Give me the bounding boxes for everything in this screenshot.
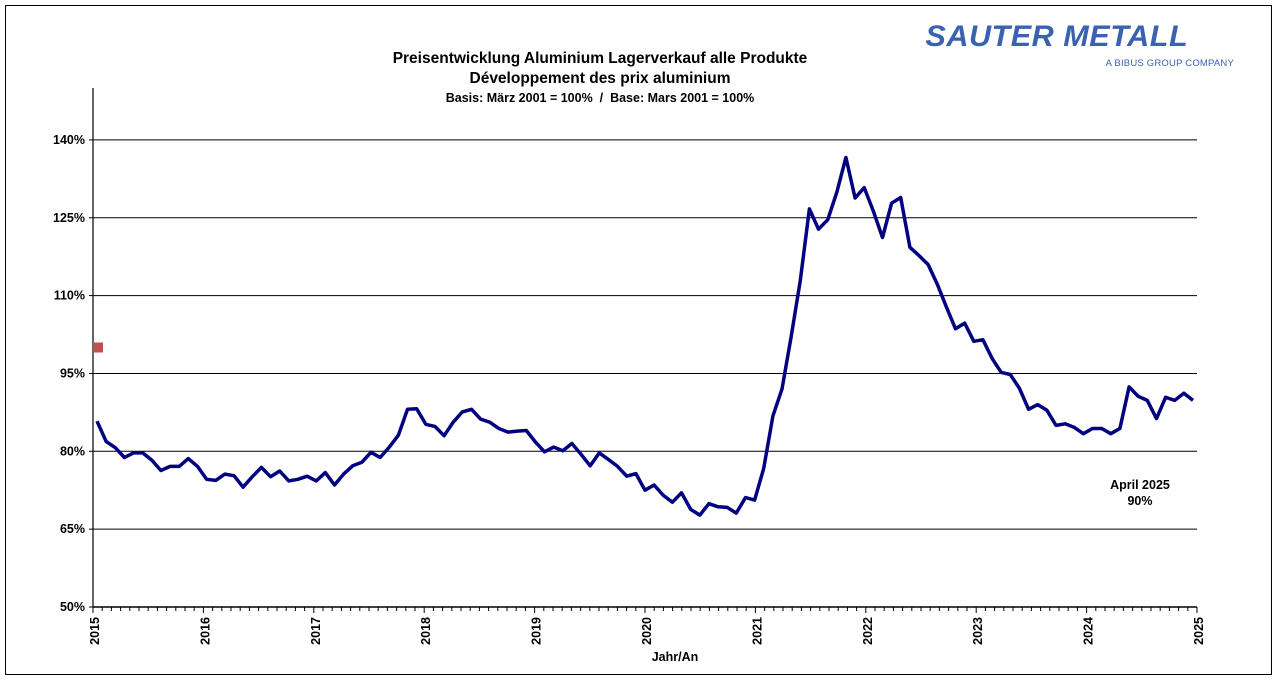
x-axis-title: Jahr/An [651, 650, 699, 664]
x-tick-label: 2023 [971, 617, 985, 645]
y-tick-label: 80% [60, 444, 85, 458]
price-series-line [95, 155, 1195, 517]
x-tick-label: 2019 [530, 617, 544, 645]
y-tick-label: 50% [60, 600, 85, 614]
x-tick-label: 2015 [88, 617, 102, 645]
x-tick-label: 2025 [1192, 617, 1206, 645]
y-tick-label: 110% [54, 289, 85, 303]
x-tick-label: 2022 [861, 617, 875, 645]
chart-title: Preisentwicklung Aluminium Lagerverkauf … [392, 50, 808, 67]
y-tick-label: 140% [53, 133, 85, 147]
y-tick-label: 95% [60, 366, 85, 380]
chart-frame [5, 5, 1272, 675]
chart-basis-note: Basis: März 2001 = 100% / Base: Mars 200… [445, 91, 755, 105]
chart-subtitle: Développement des prix aluminium [469, 70, 731, 87]
y-tick-label: 125% [53, 211, 85, 225]
x-tick-label: 2020 [640, 617, 654, 645]
annotation-date: April 2025 [1110, 478, 1170, 492]
x-tick-label: 2024 [1082, 617, 1096, 645]
x-tick-label: 2018 [419, 617, 433, 645]
basis-marker [93, 342, 103, 353]
logo-tagline: A BIBUS GROUP COMPANY [1105, 58, 1234, 69]
sauter-metall-logo: SAUTER METALL [925, 20, 1189, 53]
y-tick-label: 65% [60, 522, 85, 536]
x-tick-label: 2021 [750, 617, 764, 645]
x-tick-label: 2017 [309, 617, 323, 645]
annotation-value: 90% [1127, 494, 1153, 508]
x-tick-label: 2016 [198, 617, 212, 645]
